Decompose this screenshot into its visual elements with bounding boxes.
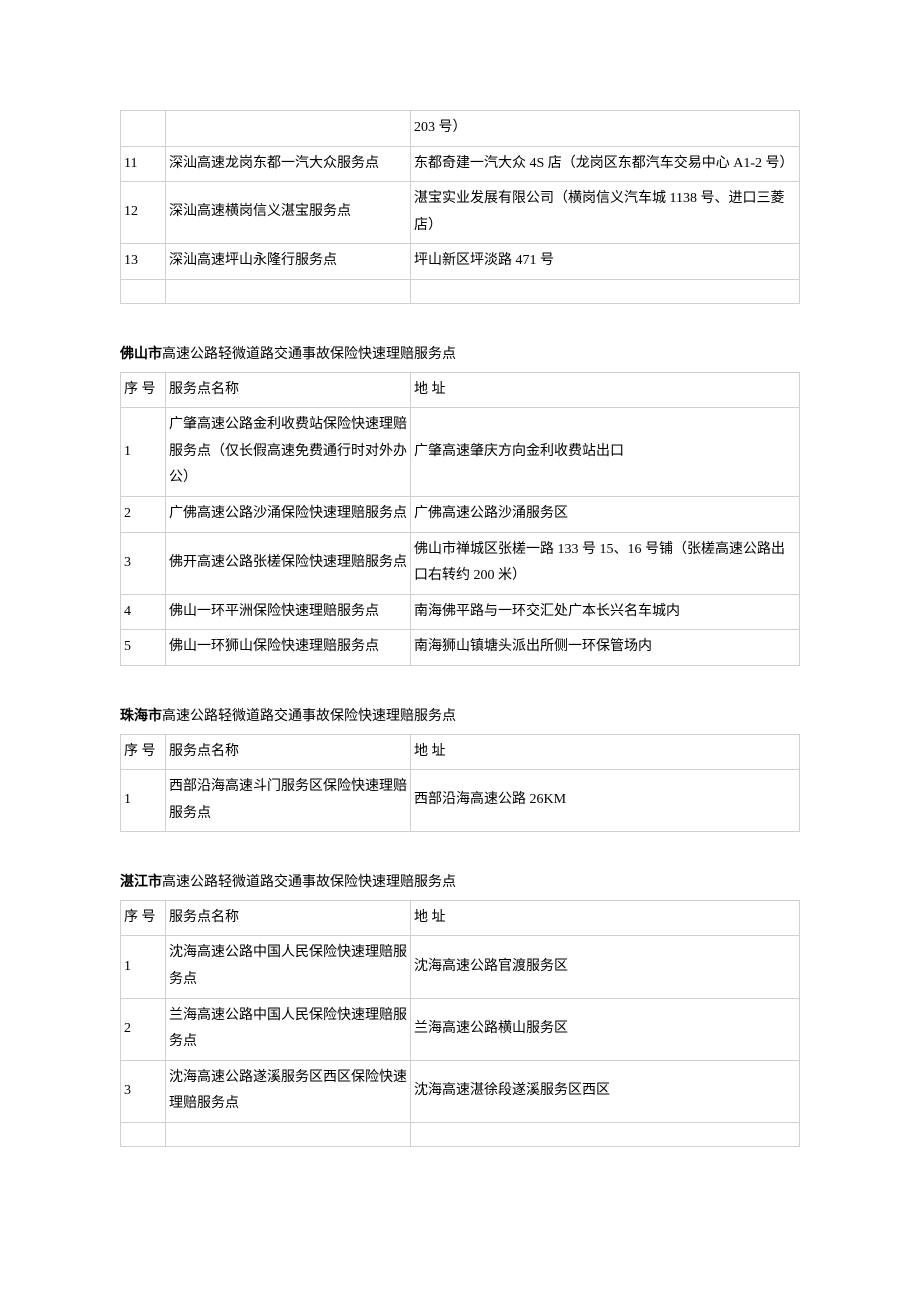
header-name: 服务点名称 — [166, 372, 411, 408]
table-row: 2广佛高速公路沙涌保险快速理赔服务点广佛高速公路沙涌服务区 — [121, 496, 800, 532]
header-addr: 地 址 — [411, 372, 800, 408]
cell-addr: 佛山市禅城区张槎一路 133 号 15、16 号铺（张槎高速公路出口右转约 20… — [411, 532, 800, 594]
cell-name: 深汕高速坪山永隆行服务点 — [166, 244, 411, 280]
table-row: 4佛山一环平洲保险快速理赔服务点南海佛平路与一环交汇处广本长兴名车城内 — [121, 594, 800, 630]
cell-addr: 坪山新区坪淡路 471 号 — [411, 244, 800, 280]
cell-addr: 沈海高速公路官渡服务区 — [411, 936, 800, 998]
section-title-foshan: 佛山市高速公路轻微道路交通事故保险快速理赔服务点 — [120, 342, 800, 369]
cell-num — [121, 111, 166, 147]
table-zhanjiang: 序 号 服务点名称 地 址 1沈海高速公路中国人民保险快速理赔服务点沈海高速公路… — [120, 900, 800, 1147]
cell-addr: 兰海高速公路横山服务区 — [411, 998, 800, 1060]
table-foshan: 序 号 服务点名称 地 址 1广肇高速公路金利收费站保险快速理赔服务点（仅长假高… — [120, 372, 800, 666]
header-name: 服务点名称 — [166, 734, 411, 770]
cell-addr: 南海狮山镇塘头派出所侧一环保管场内 — [411, 630, 800, 666]
cell-addr: 西部沿海高速公路 26KM — [411, 770, 800, 832]
table-row: 2兰海高速公路中国人民保险快速理赔服务点兰海高速公路横山服务区 — [121, 998, 800, 1060]
cell-name: 深汕高速龙岗东都一汽大众服务点 — [166, 146, 411, 182]
cell-num: 3 — [121, 532, 166, 594]
cell-addr: 广佛高速公路沙涌服务区 — [411, 496, 800, 532]
cell-addr: 南海佛平路与一环交汇处广本长兴名车城内 — [411, 594, 800, 630]
title-suffix: 高速公路轻微道路交通事故保险快速理赔服务点 — [162, 347, 456, 362]
title-suffix: 高速公路轻微道路交通事故保险快速理赔服务点 — [162, 875, 456, 890]
table-header-row: 序 号 服务点名称 地 址 — [121, 900, 800, 936]
spacer-row — [121, 279, 800, 303]
header-num: 序 号 — [121, 372, 166, 408]
header-num: 序 号 — [121, 900, 166, 936]
header-addr: 地 址 — [411, 734, 800, 770]
table-row: 1沈海高速公路中国人民保险快速理赔服务点沈海高速公路官渡服务区 — [121, 936, 800, 998]
cell-num: 13 — [121, 244, 166, 280]
section-title-zhuhai: 珠海市高速公路轻微道路交通事故保险快速理赔服务点 — [120, 704, 800, 731]
header-addr: 地 址 — [411, 900, 800, 936]
cell-name: 广佛高速公路沙涌保险快速理赔服务点 — [166, 496, 411, 532]
cell-addr: 湛宝实业发展有限公司（横岗信义汽车城 1138 号、进口三菱店） — [411, 182, 800, 244]
cell-name: 沈海高速公路中国人民保险快速理赔服务点 — [166, 936, 411, 998]
cell-num: 1 — [121, 408, 166, 497]
table-zhuhai: 序 号 服务点名称 地 址 1西部沿海高速斗门服务区保险快速理赔服务点西部沿海高… — [120, 734, 800, 833]
cell-num: 5 — [121, 630, 166, 666]
table-row: 203 号） — [121, 111, 800, 147]
table-row: 5佛山一环狮山保险快速理赔服务点南海狮山镇塘头派出所侧一环保管场内 — [121, 630, 800, 666]
cell-addr: 203 号） — [411, 111, 800, 147]
cell-name — [166, 111, 411, 147]
cell-addr: 沈海高速湛徐段遂溪服务区西区 — [411, 1060, 800, 1122]
cell-name: 兰海高速公路中国人民保险快速理赔服务点 — [166, 998, 411, 1060]
table-row: 1西部沿海高速斗门服务区保险快速理赔服务点西部沿海高速公路 26KM — [121, 770, 800, 832]
spacer-row — [121, 1123, 800, 1147]
cell-name: 佛山一环平洲保险快速理赔服务点 — [166, 594, 411, 630]
table-header-row: 序 号 服务点名称 地 址 — [121, 372, 800, 408]
header-name: 服务点名称 — [166, 900, 411, 936]
cell-num: 12 — [121, 182, 166, 244]
header-num: 序 号 — [121, 734, 166, 770]
table-continuation: 203 号）11深汕高速龙岗东都一汽大众服务点东都奇建一汽大众 4S 店（龙岗区… — [120, 110, 800, 304]
title-suffix: 高速公路轻微道路交通事故保险快速理赔服务点 — [162, 709, 456, 724]
table-row: 3佛开高速公路张槎保险快速理赔服务点佛山市禅城区张槎一路 133 号 15、16… — [121, 532, 800, 594]
cell-num: 1 — [121, 770, 166, 832]
cell-name: 佛山一环狮山保险快速理赔服务点 — [166, 630, 411, 666]
cell-num: 11 — [121, 146, 166, 182]
cell-name: 佛开高速公路张槎保险快速理赔服务点 — [166, 532, 411, 594]
cell-addr: 广肇高速肇庆方向金利收费站出口 — [411, 408, 800, 497]
cell-num: 1 — [121, 936, 166, 998]
cell-num: 4 — [121, 594, 166, 630]
cell-name: 深汕高速横岗信义湛宝服务点 — [166, 182, 411, 244]
cell-num: 3 — [121, 1060, 166, 1122]
city-name: 珠海市 — [120, 709, 162, 724]
table-row: 1广肇高速公路金利收费站保险快速理赔服务点（仅长假高速免费通行时对外办公）广肇高… — [121, 408, 800, 497]
cell-num: 2 — [121, 998, 166, 1060]
cell-name: 广肇高速公路金利收费站保险快速理赔服务点（仅长假高速免费通行时对外办公） — [166, 408, 411, 497]
cell-name: 沈海高速公路遂溪服务区西区保险快速理赔服务点 — [166, 1060, 411, 1122]
table-row: 3沈海高速公路遂溪服务区西区保险快速理赔服务点沈海高速湛徐段遂溪服务区西区 — [121, 1060, 800, 1122]
city-name: 佛山市 — [120, 347, 162, 362]
table-row: 13深汕高速坪山永隆行服务点坪山新区坪淡路 471 号 — [121, 244, 800, 280]
cell-num: 2 — [121, 496, 166, 532]
cell-name: 西部沿海高速斗门服务区保险快速理赔服务点 — [166, 770, 411, 832]
table-header-row: 序 号 服务点名称 地 址 — [121, 734, 800, 770]
section-title-zhanjiang: 湛江市高速公路轻微道路交通事故保险快速理赔服务点 — [120, 870, 800, 897]
cell-addr: 东都奇建一汽大众 4S 店（龙岗区东都汽车交易中心 A1-2 号） — [411, 146, 800, 182]
table-row: 12深汕高速横岗信义湛宝服务点湛宝实业发展有限公司（横岗信义汽车城 1138 号… — [121, 182, 800, 244]
city-name: 湛江市 — [120, 875, 162, 890]
table-row: 11深汕高速龙岗东都一汽大众服务点东都奇建一汽大众 4S 店（龙岗区东都汽车交易… — [121, 146, 800, 182]
